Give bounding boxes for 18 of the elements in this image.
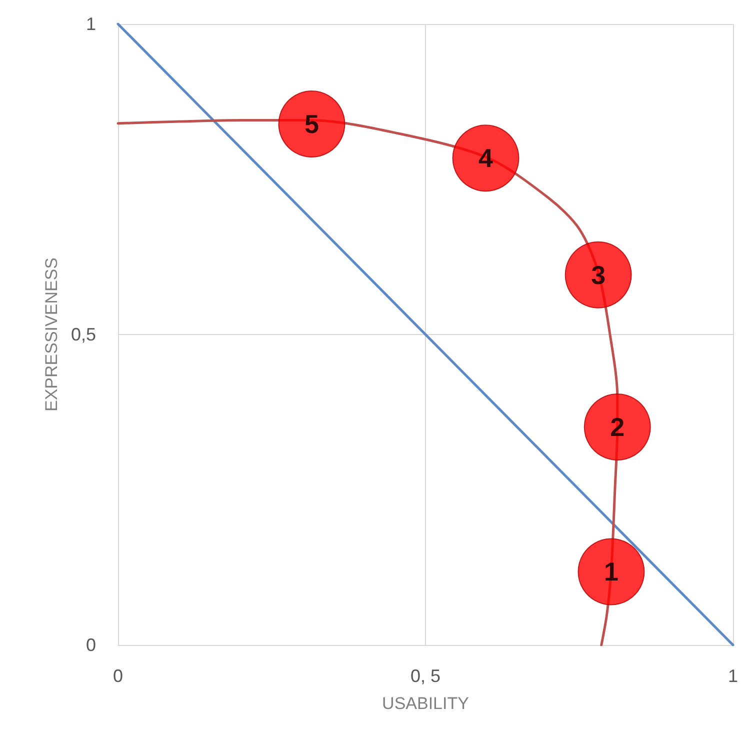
x-tick-label: 1 (728, 666, 738, 686)
point (564, 241, 632, 308)
point (578, 538, 645, 606)
x-tick-label: 0 (112, 666, 124, 686)
point (278, 90, 346, 158)
annotation: 4 (478, 143, 494, 174)
x-axis-title: USABILITY (382, 694, 469, 713)
annotation: 2 (610, 412, 625, 442)
annotation: 3 (591, 260, 606, 290)
x-tick-label: 0, 5 (410, 666, 441, 686)
annotation: 5 (304, 108, 319, 139)
y-tick-label: 0 (86, 635, 96, 655)
annotation: 1 (604, 556, 618, 587)
y-tick-label: 1 (86, 14, 96, 34)
y-axis-title: EXPRESSIVENESS (42, 257, 62, 412)
y-tick-label: 0,5 (70, 324, 96, 344)
point (584, 394, 651, 461)
point (452, 124, 520, 192)
